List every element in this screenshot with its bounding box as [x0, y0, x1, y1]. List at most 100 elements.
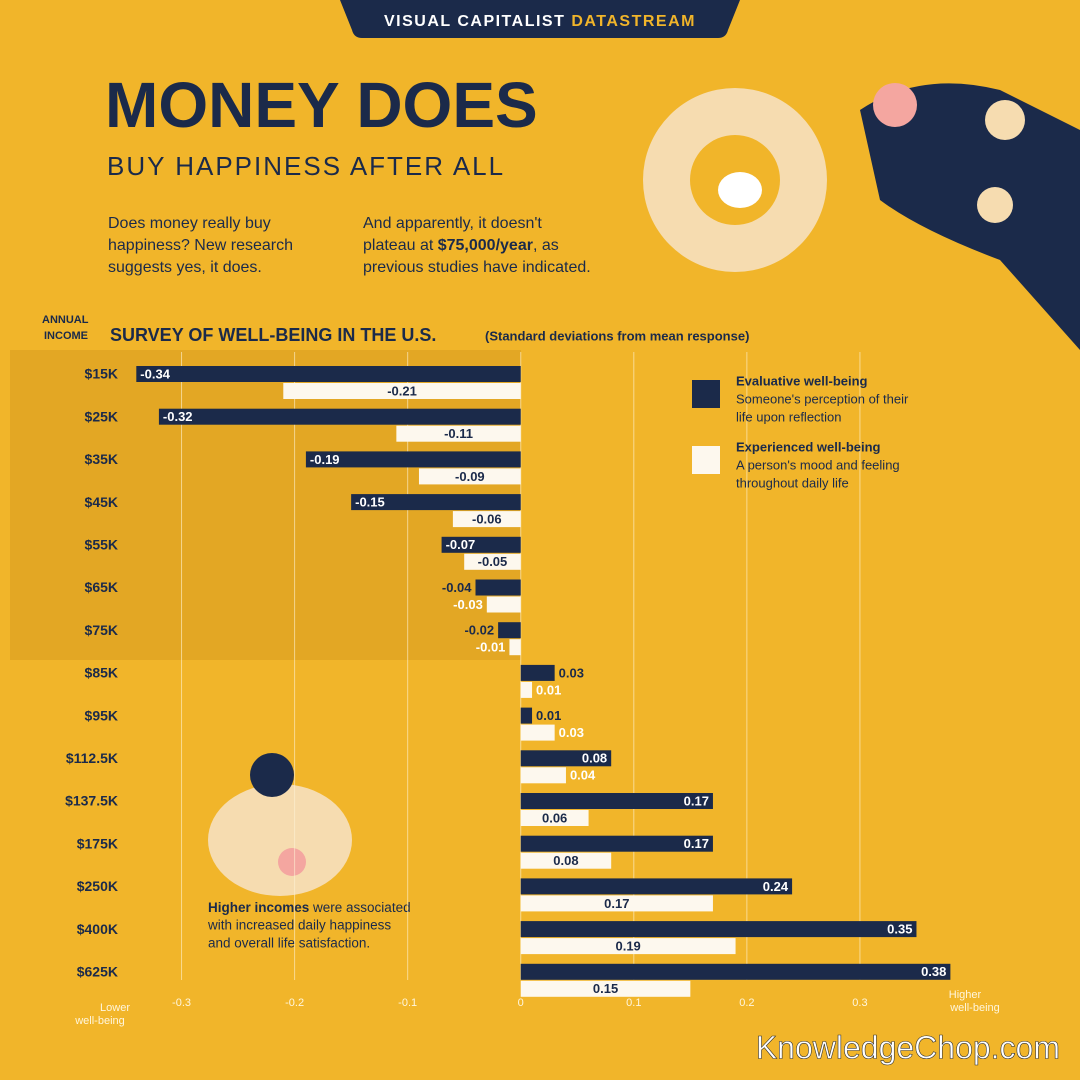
y-tick-label: $175K — [77, 835, 118, 851]
bar — [520, 724, 555, 741]
legend-description: A person's mood and feeling — [736, 457, 900, 472]
legend-description: life upon reflection — [736, 409, 842, 424]
bar — [520, 793, 713, 809]
y-tick-label: $15K — [85, 366, 118, 382]
watermark: KnowledgeChop.com — [756, 1029, 1060, 1065]
bar — [418, 468, 521, 485]
data-label: 0.08 — [553, 853, 578, 868]
intro-bold: $75,000/year — [438, 237, 533, 254]
annotation-bold: Higher incomes — [208, 900, 309, 915]
bar — [498, 622, 521, 639]
bar — [136, 366, 521, 382]
bar — [520, 707, 533, 724]
y-tick-label: $35K — [85, 451, 118, 467]
annotation: Higher incomes were associated — [208, 900, 411, 915]
y-tick-label: $75K — [85, 622, 118, 638]
data-label: 0.17 — [604, 896, 629, 911]
data-label: -0.11 — [444, 426, 473, 441]
y-tick-label: $625K — [77, 964, 118, 980]
x-tick-label: 0.3 — [852, 997, 867, 1009]
bar — [396, 425, 521, 442]
subtitle: BUY HAPPINESS AFTER ALL — [107, 151, 505, 181]
intro-text: plateau at — [363, 237, 438, 254]
annotation-text: were associated — [309, 900, 410, 915]
illustration-face — [977, 187, 1013, 223]
data-label: -0.09 — [455, 469, 485, 484]
bar — [305, 451, 521, 468]
piggy — [718, 172, 762, 208]
y-tick-label: $55K — [85, 537, 118, 553]
x-tick-label: -0.3 — [172, 997, 191, 1009]
data-label: -0.15 — [355, 495, 385, 510]
data-label: 0.01 — [536, 682, 561, 697]
bar — [520, 963, 951, 980]
x-tick-label: -0.1 — [398, 997, 417, 1009]
legend-description: throughout daily life — [736, 475, 849, 490]
illustration-woman — [208, 784, 352, 896]
intro-right: plateau at $75,000/year, as — [363, 237, 559, 254]
data-label: 0.17 — [684, 836, 709, 851]
bar — [520, 921, 917, 938]
data-label: 0.35 — [887, 922, 912, 937]
chart-subtitle: (Standard deviations from mean response) — [485, 328, 749, 343]
data-label: 0.08 — [582, 751, 607, 766]
x-tick-label: -0.2 — [285, 997, 304, 1009]
bar — [520, 878, 793, 895]
x-tick-label: 0.2 — [739, 997, 754, 1009]
x-axis-label: well-being — [949, 1002, 1000, 1014]
annotation: and overall life satisfaction. — [208, 936, 370, 951]
data-label: -0.34 — [140, 366, 170, 381]
data-label: 0.03 — [559, 725, 584, 740]
bar — [283, 383, 521, 399]
brand-accent: DATASTREAM — [571, 13, 696, 30]
y-tick-label: $85K — [85, 665, 118, 681]
illustration-face — [985, 100, 1025, 140]
intro-left: suggests yes, it does. — [108, 259, 262, 276]
legend-description: Someone's perception of their — [736, 391, 909, 406]
legend-label: Evaluative well-being — [736, 373, 868, 388]
data-label: 0.17 — [684, 793, 709, 808]
y-tick-label: $25K — [85, 408, 118, 424]
bar — [520, 750, 612, 767]
legend-swatch — [692, 446, 720, 474]
data-label: 0.38 — [921, 964, 946, 979]
bar — [486, 596, 521, 613]
bar — [509, 639, 521, 656]
intro-left: happiness? New research — [108, 237, 293, 254]
data-label: 0.01 — [536, 708, 561, 723]
data-label: 0.24 — [763, 879, 789, 894]
data-label: 0.19 — [615, 939, 640, 954]
data-label: 0.03 — [559, 665, 584, 680]
bar — [520, 980, 691, 997]
bar — [520, 767, 566, 784]
bar — [520, 835, 713, 852]
data-label: 0.04 — [570, 768, 596, 783]
data-label: -0.07 — [446, 537, 476, 552]
annotation: with increased daily happiness — [207, 918, 391, 933]
intro-right: And apparently, it doesn't — [363, 215, 542, 232]
brand-pill — [340, 0, 740, 38]
plot: -0.3 -0.2 -0.1 0 0.1 0.2 0.3 $15K -0.34 -0.21 $25K… — [65, 352, 951, 1009]
brand: VISUAL CAPITALIST DATASTREAM — [384, 13, 696, 30]
y-tick-label: $95K — [85, 707, 118, 723]
y-tick-label: $45K — [85, 494, 118, 510]
data-label: -0.04 — [442, 580, 472, 595]
data-label: -0.21 — [387, 383, 417, 398]
illustration-figure — [860, 83, 1080, 351]
bar — [464, 553, 521, 570]
data-label: -0.06 — [472, 512, 502, 527]
bar — [520, 810, 589, 826]
bar — [158, 408, 521, 425]
bar — [520, 664, 555, 681]
y-axis-label: INCOME — [44, 330, 88, 342]
bar — [475, 579, 521, 596]
bar — [520, 895, 713, 912]
bar — [351, 494, 521, 511]
y-tick-label: $250K — [77, 878, 118, 894]
bar — [520, 852, 612, 869]
chart-title: SURVEY OF WELL-BEING IN THE U.S. — [110, 325, 436, 345]
y-tick-label: $65K — [85, 579, 118, 595]
data-label: -0.03 — [453, 597, 483, 612]
title: MONEY DOES — [105, 69, 538, 141]
data-label: -0.19 — [310, 452, 340, 467]
